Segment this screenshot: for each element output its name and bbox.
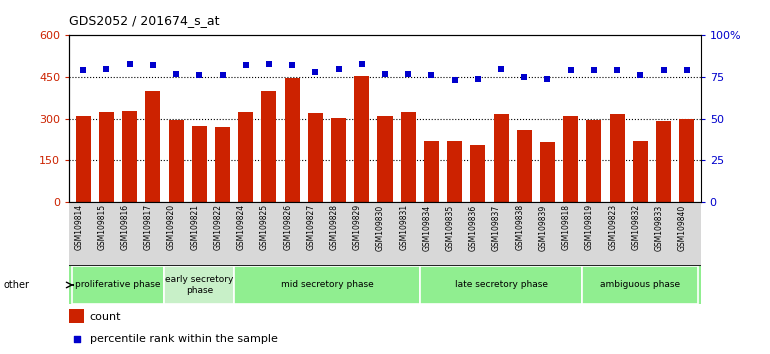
Text: GSM109835: GSM109835 (446, 204, 454, 251)
Bar (400, 113, 416, 202)
Text: GSM109828: GSM109828 (330, 204, 339, 250)
Bar (540, 142, 555, 202)
Text: percentile rank within the sample: percentile rank within the sample (89, 334, 277, 344)
Point (263, 61, 275, 67)
Point (147, 63, 159, 68)
Text: proliferative phase: proliferative phase (75, 280, 161, 290)
Point (611, 68, 623, 73)
Point (634, 73, 647, 78)
Bar (238, 112, 253, 202)
Point (681, 68, 693, 73)
Point (77, 68, 89, 73)
Point (379, 71, 391, 76)
Point (170, 71, 182, 76)
Point (286, 63, 298, 68)
Point (193, 73, 206, 78)
Text: GSM109822: GSM109822 (213, 204, 223, 250)
Bar (165, 266, 234, 304)
Text: GSM109836: GSM109836 (469, 204, 478, 251)
Text: GSM109829: GSM109829 (353, 204, 362, 250)
Text: GSM109820: GSM109820 (167, 204, 176, 250)
Bar (563, 116, 578, 202)
Bar (587, 120, 601, 202)
Bar (377, 116, 393, 202)
Text: GSM109814: GSM109814 (74, 204, 83, 250)
Point (402, 71, 414, 76)
Text: GSM109823: GSM109823 (608, 204, 617, 250)
Text: GSM109821: GSM109821 (190, 204, 199, 250)
Bar (122, 111, 137, 202)
Text: GSM109832: GSM109832 (631, 204, 641, 250)
Bar (494, 114, 509, 202)
Text: ambiguous phase: ambiguous phase (601, 280, 681, 290)
Point (518, 74, 531, 80)
Text: GSM109838: GSM109838 (515, 204, 524, 250)
Bar (308, 113, 323, 202)
Point (564, 68, 577, 73)
Bar (234, 266, 420, 304)
Text: GSM109830: GSM109830 (376, 204, 385, 251)
Text: GSM109834: GSM109834 (423, 204, 431, 251)
Text: GSM109827: GSM109827 (306, 204, 316, 250)
Point (100, 66, 112, 72)
Bar (517, 130, 532, 202)
Bar (633, 141, 648, 202)
Point (541, 76, 554, 81)
Bar (99, 113, 114, 202)
Bar (331, 118, 347, 202)
Text: GSM109837: GSM109837 (492, 204, 501, 251)
Text: GSM109839: GSM109839 (538, 204, 547, 251)
Point (71, 336, 83, 342)
Text: GSM109824: GSM109824 (236, 204, 246, 250)
Text: mid secretory phase: mid secretory phase (280, 280, 373, 290)
Point (448, 78, 460, 83)
Bar (75, 116, 91, 202)
Point (425, 73, 437, 78)
Text: GSM109819: GSM109819 (585, 204, 594, 250)
Point (495, 66, 507, 72)
Text: other: other (4, 280, 30, 290)
Point (333, 66, 345, 72)
Bar (192, 126, 207, 202)
Text: GSM109840: GSM109840 (678, 204, 687, 251)
Bar (679, 119, 695, 202)
Text: GSM109818: GSM109818 (561, 204, 571, 250)
Bar (72, 266, 165, 304)
Bar (610, 114, 624, 202)
Text: GSM109833: GSM109833 (654, 204, 664, 251)
Bar (424, 141, 439, 202)
Text: GSM109826: GSM109826 (283, 204, 292, 250)
Point (472, 76, 484, 81)
Text: GSM109817: GSM109817 (144, 204, 153, 250)
Bar (285, 78, 300, 202)
Point (588, 68, 600, 73)
Text: early secretory
phase: early secretory phase (165, 275, 233, 295)
Bar (447, 141, 462, 202)
Text: count: count (89, 312, 121, 322)
Point (310, 69, 322, 75)
Text: late secretory phase: late secretory phase (454, 280, 547, 290)
Bar (69, 309, 85, 323)
Text: GSM109815: GSM109815 (98, 204, 106, 250)
Bar (420, 266, 582, 304)
Bar (215, 127, 230, 202)
Point (356, 61, 368, 67)
Bar (261, 91, 276, 202)
Text: GDS2052 / 201674_s_at: GDS2052 / 201674_s_at (69, 14, 219, 27)
Point (216, 73, 229, 78)
Point (239, 63, 252, 68)
Text: GSM109831: GSM109831 (399, 204, 408, 250)
Bar (582, 266, 698, 304)
Point (123, 61, 136, 67)
Bar (354, 76, 370, 202)
Text: GSM109825: GSM109825 (260, 204, 269, 250)
Bar (470, 145, 485, 202)
Point (658, 68, 670, 73)
Bar (169, 120, 183, 202)
Bar (146, 91, 160, 202)
Text: GSM109816: GSM109816 (121, 204, 129, 250)
Bar (656, 121, 671, 202)
